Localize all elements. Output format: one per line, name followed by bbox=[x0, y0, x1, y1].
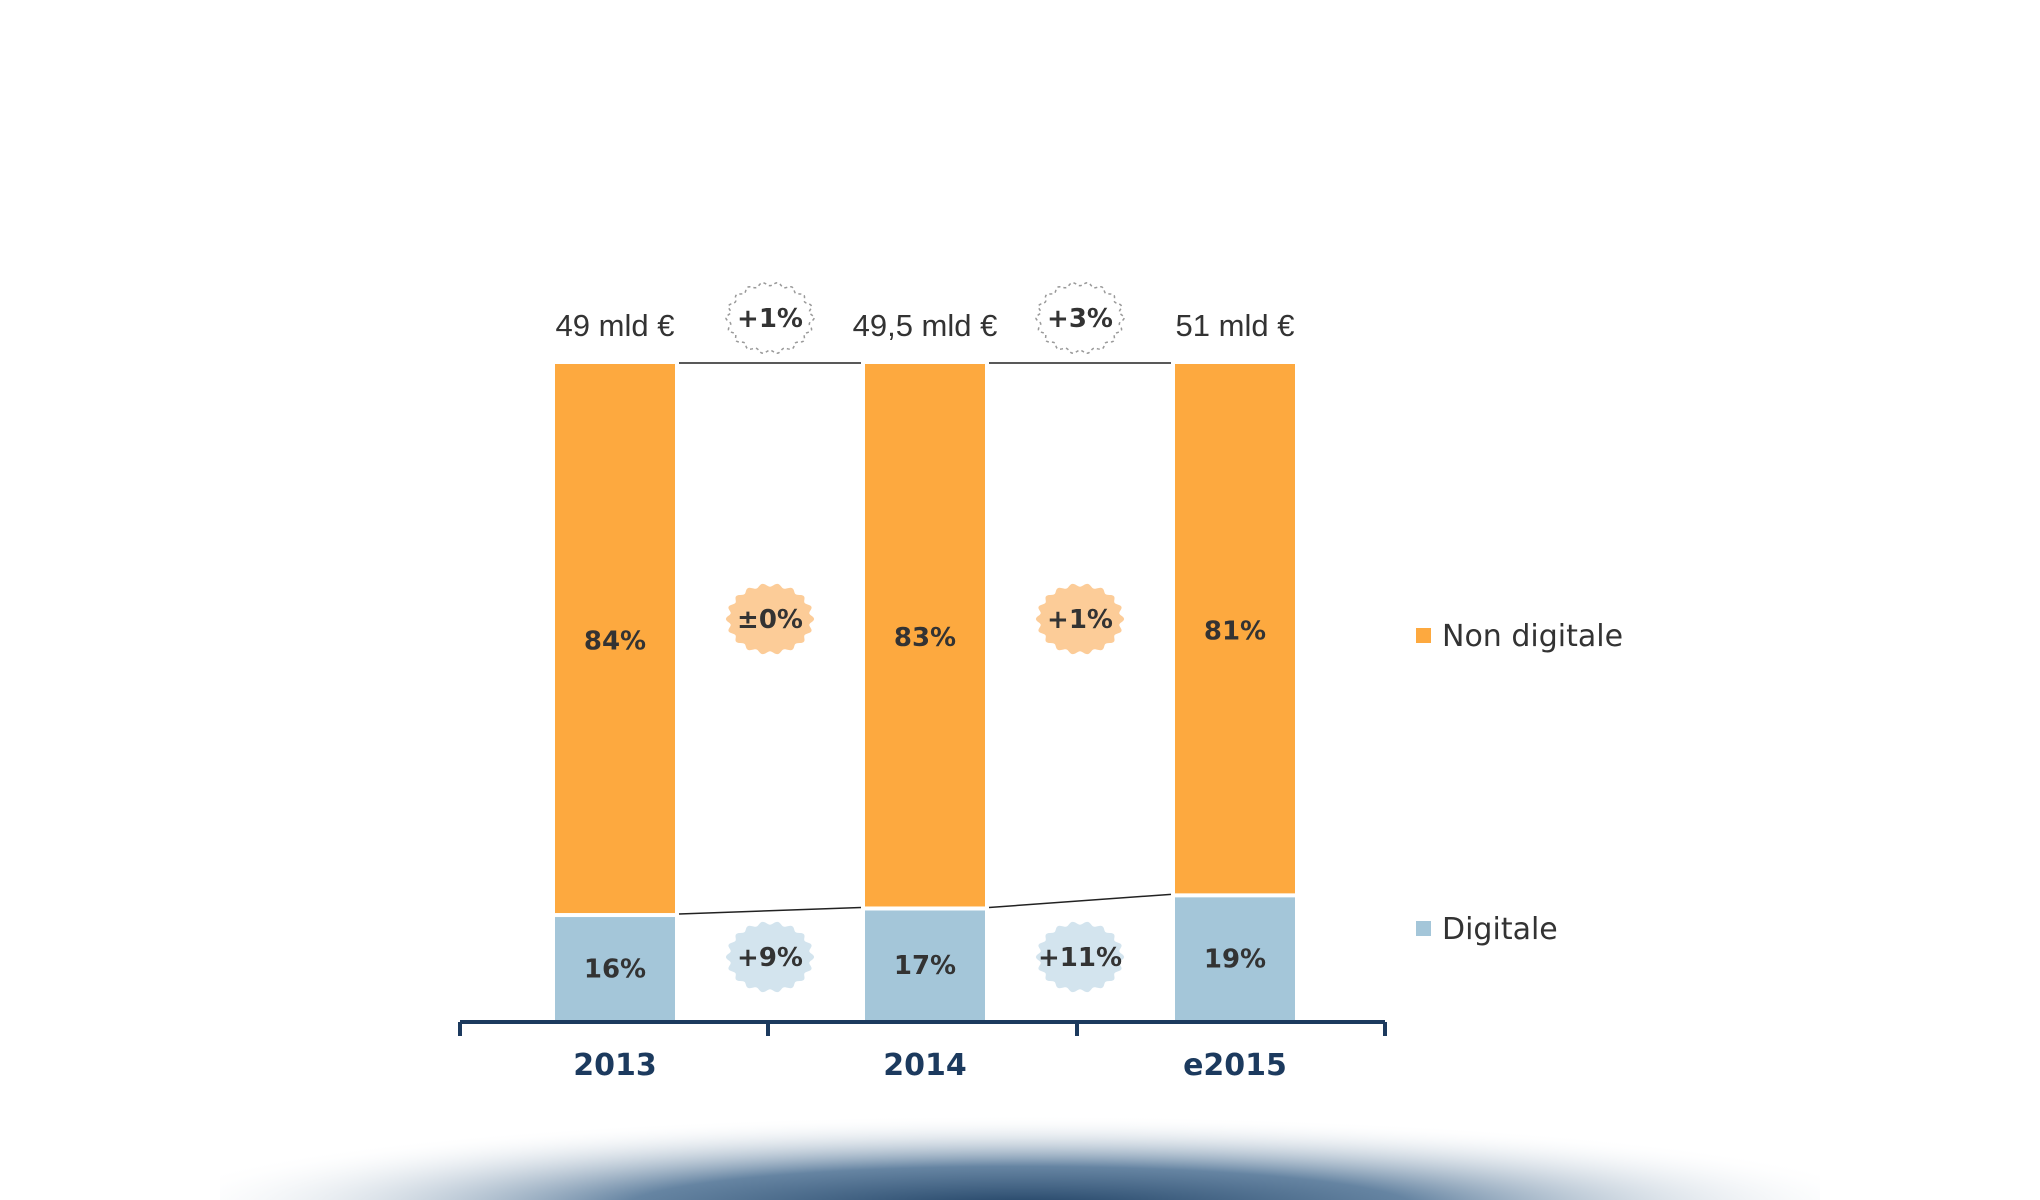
bar-non-digitale-e2015 bbox=[1175, 364, 1295, 894]
legend-label-digitale: Digitale bbox=[1442, 912, 1558, 947]
growth-digitale-1-badge-label: +11% bbox=[1038, 943, 1122, 973]
x-tick-label-e2015: e2015 bbox=[1183, 1048, 1287, 1083]
bar-non-digitale-2013 bbox=[555, 364, 675, 914]
total-label-2013: 49 mld € bbox=[556, 308, 675, 343]
growth-total-1-badge bbox=[1035, 282, 1125, 354]
growth-digitale-1-badge bbox=[1035, 921, 1125, 993]
data-label-digitale-2013: 16% bbox=[584, 955, 646, 985]
bar-digitale-e2015 bbox=[1175, 897, 1295, 1020]
data-label-non-digitale-2014: 83% bbox=[894, 623, 956, 653]
legend-label-non-digitale: Non digitale bbox=[1442, 619, 1623, 654]
growth-total-0-badge-label: +1% bbox=[737, 304, 803, 334]
bar-digitale-2013 bbox=[555, 917, 675, 1020]
data-label-non-digitale-e2015: 81% bbox=[1204, 617, 1266, 647]
growth-digitale-0-badge bbox=[725, 921, 815, 993]
growth-total-1-badge-label: +3% bbox=[1047, 304, 1113, 334]
growth-total-0-badge bbox=[725, 282, 815, 354]
growth-non-digitale-0-badge-label: ±0% bbox=[737, 605, 803, 635]
connector-split-0 bbox=[678, 906, 862, 915]
legend-swatch-digitale bbox=[1416, 921, 1431, 936]
bar-non-digitale-2014 bbox=[865, 364, 985, 907]
x-tick-label-2013: 2013 bbox=[573, 1048, 657, 1083]
growth-non-digitale-1-badge-label: +1% bbox=[1047, 605, 1113, 635]
bar-digitale-2014 bbox=[865, 910, 985, 1020]
background-glow bbox=[220, 1030, 1820, 1200]
growth-non-digitale-1-badge bbox=[1035, 583, 1125, 655]
data-label-non-digitale-2013: 84% bbox=[584, 627, 646, 657]
legend-swatch-non-digitale bbox=[1416, 628, 1431, 643]
total-label-e2015: 51 mld € bbox=[1176, 308, 1295, 343]
x-tick-label-2014: 2014 bbox=[883, 1048, 967, 1083]
data-label-digitale-2014: 17% bbox=[894, 951, 956, 981]
connector-split-1 bbox=[988, 893, 1172, 909]
growth-non-digitale-0-badge bbox=[725, 583, 815, 655]
data-label-digitale-e2015: 19% bbox=[1204, 945, 1266, 975]
total-label-2014: 49,5 mld € bbox=[853, 308, 998, 343]
growth-digitale-0-badge-label: +9% bbox=[737, 943, 803, 973]
